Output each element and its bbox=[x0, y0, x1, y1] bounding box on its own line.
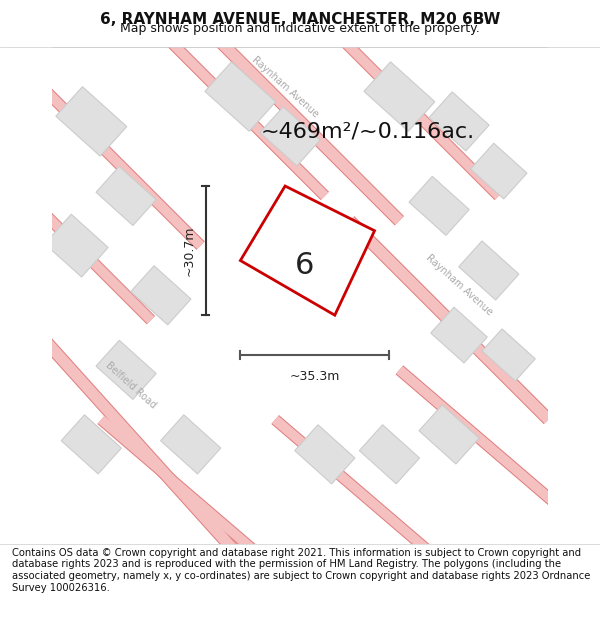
Polygon shape bbox=[241, 186, 374, 315]
Polygon shape bbox=[409, 176, 469, 236]
Polygon shape bbox=[161, 415, 221, 474]
Polygon shape bbox=[295, 425, 355, 484]
Text: ~35.3m: ~35.3m bbox=[290, 370, 340, 383]
Polygon shape bbox=[482, 329, 535, 381]
Polygon shape bbox=[96, 340, 156, 399]
Polygon shape bbox=[419, 405, 479, 464]
Text: ~30.7m: ~30.7m bbox=[182, 226, 196, 276]
Polygon shape bbox=[359, 425, 419, 484]
Polygon shape bbox=[61, 415, 121, 474]
Text: Map shows position and indicative extent of the property.: Map shows position and indicative extent… bbox=[120, 22, 480, 35]
Text: ~469m²/~0.116ac.: ~469m²/~0.116ac. bbox=[260, 121, 475, 141]
Polygon shape bbox=[205, 62, 276, 131]
Text: Raynham Avenue: Raynham Avenue bbox=[250, 54, 320, 119]
Polygon shape bbox=[364, 62, 435, 131]
Text: Belfield Road: Belfield Road bbox=[104, 359, 158, 410]
Text: 6: 6 bbox=[295, 251, 314, 280]
Polygon shape bbox=[260, 107, 320, 166]
Text: Contains OS data © Crown copyright and database right 2021. This information is : Contains OS data © Crown copyright and d… bbox=[12, 548, 590, 592]
Polygon shape bbox=[131, 266, 191, 325]
Polygon shape bbox=[470, 143, 527, 199]
Polygon shape bbox=[96, 166, 156, 226]
Text: 6, RAYNHAM AVENUE, MANCHESTER, M20 6BW: 6, RAYNHAM AVENUE, MANCHESTER, M20 6BW bbox=[100, 12, 500, 27]
Polygon shape bbox=[459, 241, 519, 300]
Text: Raynham Avenue: Raynham Avenue bbox=[424, 253, 494, 318]
Polygon shape bbox=[431, 307, 487, 363]
Polygon shape bbox=[44, 214, 108, 277]
Polygon shape bbox=[429, 92, 489, 151]
Polygon shape bbox=[56, 87, 127, 156]
